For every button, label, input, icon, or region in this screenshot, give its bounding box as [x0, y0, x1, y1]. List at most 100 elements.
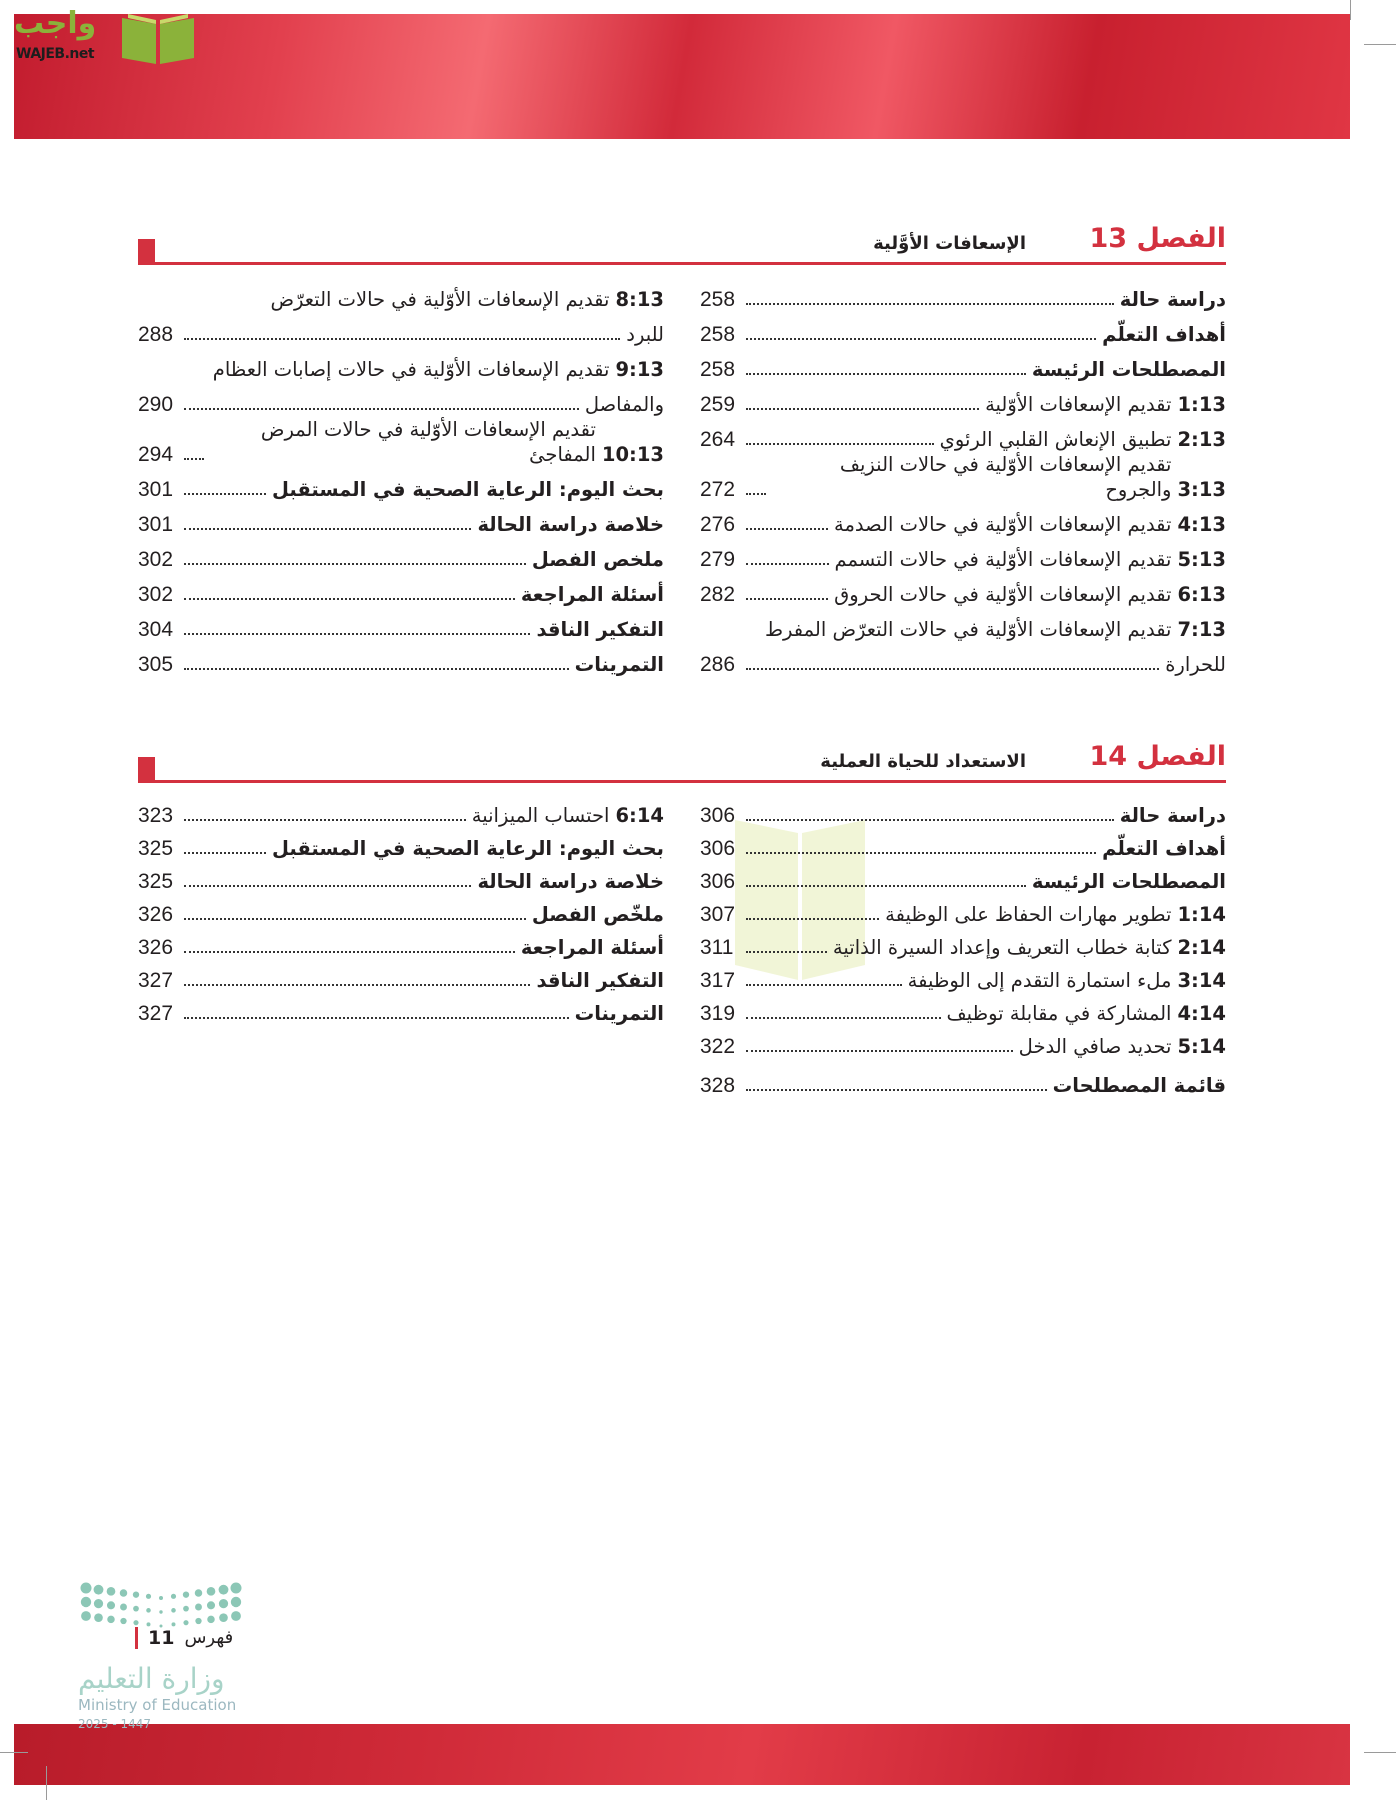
logo-dot: [230, 1582, 242, 1594]
chapter-title: الإسعافات الأوَّلية: [873, 233, 1026, 254]
toc-entry[interactable]: للبرد 288: [138, 312, 664, 347]
toc-entry[interactable]: أهداف التعلّم 306: [700, 828, 1226, 861]
toc-entry[interactable]: 10:13 تقديم الإسعافات الأوّلية في حالات ا…: [138, 417, 664, 467]
logo-dot: [81, 1611, 91, 1621]
dot-leader: [746, 852, 1097, 854]
toc-entry-title: تقديم الإسعافات الأوّلية في حالات المرض …: [260, 418, 596, 466]
toc-entry[interactable]: 5:14 تحديد صافي الدخل 322: [700, 1026, 1226, 1059]
logo-dot: [183, 1620, 189, 1626]
page-footer: فهرس 11: [135, 1626, 233, 1650]
logo-dot: [133, 1605, 139, 1612]
toc-entry[interactable]: 4:13 تقديم الإسعافات الأوّلية في حالات ال…: [700, 502, 1226, 537]
toc-entry-number: 9:13: [615, 358, 664, 381]
toc-entry-page: 325: [138, 837, 174, 860]
logo-dot: [206, 1601, 216, 1610]
toc-entry-title: أهداف التعلّم: [1102, 837, 1226, 860]
footer-divider: [135, 1627, 138, 1649]
dot-leader: [184, 885, 472, 887]
logo-dot: [133, 1620, 139, 1626]
toc-entry[interactable]: بحث اليوم: الرعاية الصحية في المستقبل 301: [138, 467, 664, 502]
dot-leader: [184, 951, 515, 953]
toc-entry-number: 1:13: [1177, 393, 1226, 416]
dot-leader: [746, 373, 1026, 375]
toc-entry[interactable]: ملخّص الفصل 326: [138, 894, 664, 927]
logo-dot: [94, 1613, 103, 1622]
toc-entry[interactable]: دراسة حالة 258: [700, 277, 1226, 312]
toc-entry[interactable]: بحث اليوم: الرعاية الصحية في المستقبل 325: [138, 828, 664, 861]
toc-entry-page: 279: [700, 548, 736, 571]
toc-entry-title: أهداف التعلّم: [1102, 323, 1226, 346]
toc-entry[interactable]: المصطلحات الرئيسة 306: [700, 861, 1226, 894]
toc-entry-glossary[interactable]: قائمة المصطلحات 328: [700, 1073, 1226, 1098]
toc-entry-title: تقديم الإسعافات الأوّلية في حالات الحروق: [834, 583, 1172, 606]
toc-entry-title: المصطلحات الرئيسة: [1031, 358, 1226, 381]
toc-entry[interactable]: المصطلحات الرئيسة 258: [700, 347, 1226, 382]
crop-mark: [1364, 1752, 1396, 1753]
ministry-logo-arabic: وزارة التعليم: [78, 1662, 225, 1695]
chapter-rule-marker: [138, 239, 155, 265]
toc-entry[interactable]: 6:14 احتساب الميزانية 323: [138, 795, 664, 828]
toc-entry[interactable]: 7:13 تقديم الإسعافات الأوّلية في حالات ال…: [700, 607, 1226, 642]
toc-entry[interactable]: والمفاصل 290: [138, 382, 664, 417]
toc-entry[interactable]: التمرينات 327: [138, 993, 664, 1026]
toc-entry-title: تقديم الإسعافات الأوّلية في حالات النزيف…: [839, 453, 1172, 501]
toc-entry-title: خلاصة دراسة الحالة: [477, 513, 664, 536]
toc-entry-page: 302: [138, 548, 174, 571]
toc-entry-page: 326: [138, 936, 174, 959]
toc-entry-number: 7:13: [1177, 618, 1226, 641]
toc-entry-title: للحرارة: [1165, 653, 1226, 676]
toc-entry-page: 258: [700, 323, 736, 346]
chapter-header: الفصل 13 الإسعافات الأوَّلية: [138, 222, 1226, 265]
toc-entry-title: احتساب الميزانية: [471, 804, 610, 827]
toc-entry-page: 306: [700, 804, 736, 827]
toc-entry[interactable]: التمرينات 305: [138, 642, 664, 677]
toc-entry[interactable]: 5:13 تقديم الإسعافات الأوّلية في حالات ال…: [700, 537, 1226, 572]
logo-dot: [106, 1601, 116, 1610]
toc-entry[interactable]: 4:14 المشاركة في مقابلة توظيف 319: [700, 993, 1226, 1026]
toc-entry[interactable]: 9:13 تقديم الإسعافات الأوّلية في حالات إص…: [138, 347, 664, 382]
toc-entry-title: تطبيق الإنعاش القلبي الرئوي: [939, 428, 1172, 451]
bottom-decorative-banner: [14, 1724, 1350, 1785]
logo-dot: [80, 1596, 92, 1608]
toc-entry-page: 258: [700, 358, 736, 381]
toc-entry[interactable]: التفكير الناقد 304: [138, 607, 664, 642]
toc-entry[interactable]: دراسة حالة 306: [700, 795, 1226, 828]
toc-entry[interactable]: 3:13 تقديم الإسعافات الأوّلية في حالات ال…: [700, 452, 1226, 502]
toc-entry-page: 306: [700, 837, 736, 860]
toc-entry-page: 307: [700, 903, 736, 926]
logo-dot: [159, 1624, 163, 1628]
toc-entry[interactable]: 2:13 تطبيق الإنعاش القلبي الرئوي 264: [700, 417, 1226, 452]
toc-entry[interactable]: 1:14 تطوير مهارات الحفاظ على الوظيفة 307: [700, 894, 1226, 927]
top-decorative-banner: [14, 14, 1350, 139]
logo-dot: [195, 1617, 202, 1625]
toc-entry[interactable]: 3:14 ملء استمارة التقدم إلى الوظيفة 317: [700, 960, 1226, 993]
chapter-14-section: الفصل 14 الاستعداد للحياة العملية دراسة حا…: [138, 740, 1226, 1097]
toc-entry-number: 5:13: [1177, 548, 1226, 571]
toc-entry-title: بحث اليوم: الرعاية الصحية في المستقبل: [271, 478, 664, 501]
toc-entry[interactable]: 8:13 تقديم الإسعافات الأوّلية في حالات ال…: [138, 277, 664, 312]
toc-entry-title: ملخّص الفصل: [531, 903, 664, 926]
toc-entry[interactable]: للحرارة 286: [700, 642, 1226, 677]
toc-entry[interactable]: 6:13 تقديم الإسعافات الأوّلية في حالات ال…: [700, 572, 1226, 607]
chapter-label: الفصل 13: [1089, 223, 1226, 254]
toc-entry[interactable]: خلاصة دراسة الحالة 325: [138, 861, 664, 894]
logo-dot: [146, 1608, 151, 1613]
toc-entry[interactable]: التفكير الناقد 327: [138, 960, 664, 993]
toc-entry-title: ملخص الفصل: [531, 548, 664, 571]
toc-entry[interactable]: ملخص الفصل 302: [138, 537, 664, 572]
dot-leader: [184, 984, 531, 986]
toc-entry[interactable]: خلاصة دراسة الحالة 301: [138, 502, 664, 537]
toc-entry-page: 302: [138, 583, 174, 606]
toc-entry[interactable]: أسئلة المراجعة 302: [138, 572, 664, 607]
toc-entry[interactable]: 2:14 كتابة خطاب التعريف وإعداد السيرة الذ…: [700, 927, 1226, 960]
toc-entry[interactable]: أسئلة المراجعة 326: [138, 927, 664, 960]
ministry-logo-english: Ministry of Education: [78, 1696, 236, 1714]
toc-entry-page: 259: [700, 393, 736, 416]
logo-dot: [183, 1605, 189, 1612]
logo-dot: [159, 1610, 163, 1614]
toc-entry[interactable]: 1:13 تقديم الإسعافات الأوّلية 259: [700, 382, 1226, 417]
toc-entry[interactable]: أهداف التعلّم 258: [700, 312, 1226, 347]
toc-entry-title: تطوير مهارات الحفاظ على الوظيفة: [885, 903, 1172, 926]
dot-leader: [746, 528, 829, 530]
toc-entry-page: 319: [700, 1002, 736, 1025]
